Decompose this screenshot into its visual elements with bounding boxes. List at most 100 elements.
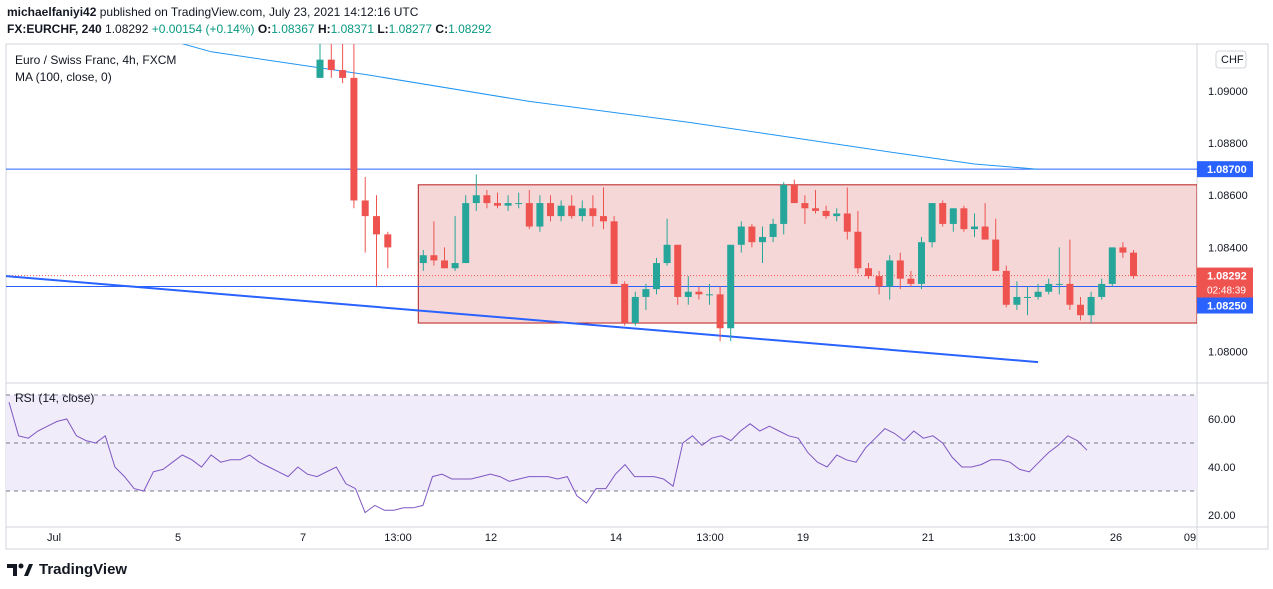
candle-body-25	[684, 291, 692, 297]
publisher-name[interactable]: michaelfaniyi42	[7, 5, 97, 19]
candle-body-38	[822, 210, 830, 217]
low-value: 1.08277	[388, 22, 433, 36]
candle-body-63	[1087, 296, 1095, 316]
candle-body-57	[1024, 296, 1031, 298]
candle-body-15	[578, 208, 586, 217]
candle-body-22	[653, 263, 660, 290]
candle-body-48	[928, 203, 936, 243]
pre-candle-body-3	[350, 77, 358, 201]
candle-body-59	[1045, 283, 1053, 292]
time-tick-label-7: 19	[797, 532, 809, 544]
candle-body-41	[854, 231, 862, 269]
last-price-tag	[1197, 267, 1253, 298]
candle-body-64	[1098, 283, 1106, 297]
brand-name: TradingView	[39, 561, 128, 578]
pre-candle-body-0	[316, 59, 324, 78]
candle-body-52	[971, 226, 978, 230]
candle-body-8	[504, 203, 512, 206]
candle-body-62	[1077, 304, 1084, 316]
candle-body-44	[886, 260, 894, 287]
candle-body-10	[525, 203, 533, 227]
resistance-price-text: 1.08700	[1207, 164, 1247, 176]
candle-body-0	[419, 255, 427, 264]
resistance-price-tag	[1197, 161, 1253, 178]
candle-body-23	[663, 244, 671, 264]
candle-body-11	[536, 203, 544, 227]
candle-body-30	[737, 226, 745, 245]
time-tick-label-4: 12	[485, 532, 497, 544]
close-label: C:	[435, 22, 449, 36]
publish-info: michaelfaniyi42 published on TradingView…	[7, 5, 418, 19]
time-tick-label-1: 5	[175, 532, 181, 544]
candle-body-5	[472, 195, 480, 204]
ma-legend: MA (100, close, 0)	[15, 70, 112, 84]
pre-candle-body-2	[339, 70, 347, 78]
time-tick-label-9: 13:00	[1008, 532, 1036, 544]
ohlc-bar: FX:EURCHF, 240 1.08292 +0.00154 (+0.14%)…	[7, 22, 491, 36]
candle-body-60	[1055, 283, 1063, 285]
price-tick-label-0: 1.08000	[1208, 347, 1248, 359]
low-label: L:	[377, 22, 389, 36]
support-price-tag	[1197, 297, 1253, 314]
candle-body-51	[960, 208, 968, 230]
rsi-line	[8, 402, 1088, 514]
price-tick-label-5: 1.09000	[1208, 86, 1248, 98]
chart-title: Euro / Swiss Franc, 4h, FXCM	[15, 53, 177, 67]
candle-body-39	[833, 213, 841, 217]
candle-body-9	[515, 203, 523, 205]
time-tick-label-11: 09	[1184, 532, 1196, 544]
candle-body-24	[674, 244, 682, 297]
countdown-text: 02:48:39	[1207, 286, 1246, 297]
rsi-tick-label-2: 60.00	[1208, 414, 1236, 426]
time-tick-label-5: 14	[610, 532, 622, 544]
price-tick-label-4: 1.08800	[1208, 138, 1248, 150]
price-change: +0.00154 (+0.14%)	[151, 22, 255, 36]
candle-body-19	[621, 283, 629, 324]
candle-body-16	[589, 208, 597, 217]
candle-body-18	[610, 221, 618, 284]
rsi-tick-label-1: 40.00	[1208, 462, 1236, 474]
price-pane	[6, 44, 1197, 364]
tradingview-logo-icon	[7, 563, 33, 576]
candle-body-6	[483, 195, 491, 204]
candle-body-45	[896, 260, 904, 279]
candle-body-50	[949, 208, 957, 224]
candle-body-35	[790, 184, 798, 204]
price-tick-label-3: 1.08600	[1208, 190, 1248, 202]
candle-body-43	[875, 276, 883, 287]
candle-body-12	[547, 203, 554, 217]
last-price: 1.08292	[105, 22, 149, 36]
candle-body-46	[907, 278, 915, 284]
candle-body-67	[1130, 252, 1137, 277]
candle-body-36	[801, 203, 809, 209]
candle-body-58	[1034, 291, 1042, 297]
candle-body-14	[568, 205, 576, 217]
pre-candle-body-6	[384, 234, 392, 248]
time-tick-label-0: Jul	[47, 532, 61, 544]
candle-body-61	[1066, 283, 1074, 305]
pre-candle-body-5	[373, 216, 380, 235]
rsi-tick-label-0: 20.00	[1208, 510, 1236, 522]
price-tick-label-2: 1.08400	[1208, 242, 1248, 254]
time-tick-label-10: 26	[1110, 532, 1122, 544]
pre-candle-body-1	[327, 59, 335, 71]
symbol-label: FX:EURCHF, 240	[7, 22, 102, 36]
last-price-text: 1.08292	[1207, 271, 1247, 283]
time-tick-label-3: 13:00	[384, 532, 412, 544]
time-tick-label-6: 13:00	[696, 532, 724, 544]
candle-body-54	[992, 239, 1000, 271]
candle-body-47	[918, 242, 925, 284]
candle-body-4	[462, 203, 470, 264]
support-price-text: 1.08250	[1207, 301, 1247, 313]
time-tick-label-2: 7	[300, 532, 306, 544]
currency-label: CHF	[1221, 54, 1244, 66]
tradingview-brand[interactable]: TradingView	[7, 561, 127, 578]
ma-100-line	[181, 44, 1039, 170]
candle-body-27	[706, 294, 713, 296]
candle-body-32	[759, 236, 766, 243]
candle-body-37	[812, 208, 819, 211]
candle-body-49	[939, 203, 947, 224]
candle-body-56	[1013, 296, 1021, 305]
candle-body-40	[843, 213, 851, 232]
